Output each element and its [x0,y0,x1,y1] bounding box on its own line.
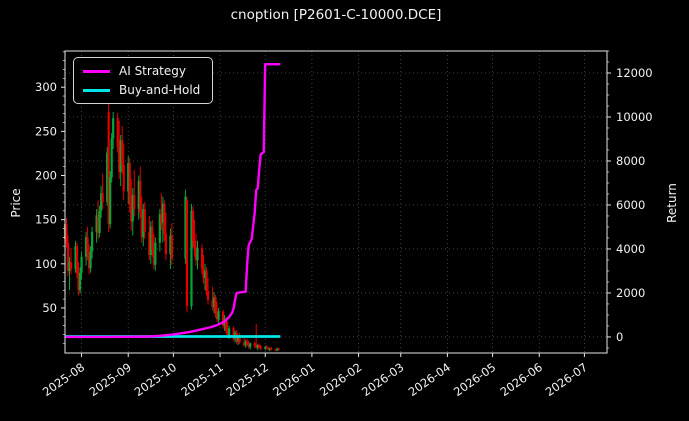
chart-title: cnoption [P2601-C-10000.DCE] [230,7,442,23]
axis-tick-labels: 50 100 150 200 250 300 0 2000 4000 6000 8000 10000 1… [35,66,653,399]
legend-item-ai-strategy: AI Strategy [83,65,200,77]
price-tick-label: 200 [35,169,57,183]
return-axis-label: Return [665,183,679,223]
ai-strategy-line [65,62,281,339]
price-tick-label: 150 [35,213,57,227]
return-tick-label: 4000 [616,242,645,256]
price-tick-label: 250 [35,124,57,138]
return-tick-label: 6000 [616,198,645,212]
x-tick-label: 2026-05 [451,360,498,399]
x-tick-label: 2026-03 [359,360,406,399]
x-tick-label: 2026-06 [498,360,545,399]
legend-label-buy-and-hold: Buy-and-Hold [119,83,201,97]
ai-strategy-line-swatch [83,69,110,73]
x-tick-label: 2025-11 [178,360,225,399]
return-tick-label: 0 [616,330,623,344]
legend: AI Strategy Buy-and-Hold [73,57,214,104]
x-tick-label: 2025-09 [87,360,134,399]
candlestick-series [63,102,280,352]
return-tick-label: 12000 [616,66,653,80]
price-tick-label: 50 [42,301,57,315]
x-tick-label: 2025-08 [40,360,87,399]
x-tick-label: 2026-07 [543,360,590,399]
return-tick-label: 2000 [616,286,645,300]
price-tick-label: 100 [35,257,57,271]
legend-label-ai-strategy: AI Strategy [119,64,186,78]
x-tick-label: 2026-04 [406,360,453,399]
price-axis-label: Price [9,188,23,218]
legend-item-buy-and-hold: Buy-and-Hold [83,84,200,96]
axis-ticks [61,50,611,357]
x-tick-label: 2026-01 [270,360,317,399]
return-tick-label: 10000 [616,110,653,124]
x-tick-label: 2026-02 [317,360,364,399]
x-tick-label: 2025-12 [224,360,271,399]
buy-and-hold-line-swatch [83,88,110,92]
return-tick-label: 8000 [616,154,645,168]
price-tick-label: 300 [35,80,57,94]
x-tick-label: 2025-10 [132,360,179,399]
